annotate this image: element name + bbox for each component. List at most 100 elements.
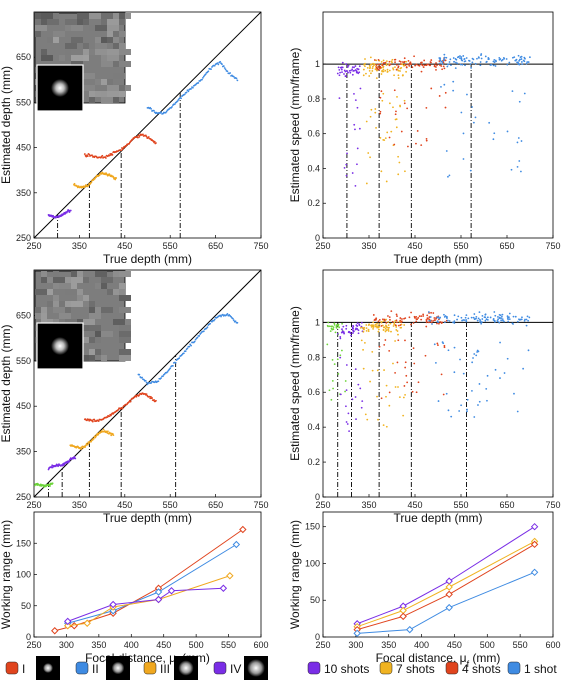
data-point bbox=[399, 67, 402, 70]
data-point bbox=[394, 324, 397, 327]
texture-patch bbox=[107, 19, 119, 25]
data-point bbox=[345, 163, 348, 166]
diamond-marker bbox=[445, 590, 453, 599]
data-point bbox=[443, 56, 446, 59]
data-point bbox=[385, 180, 388, 183]
data-point bbox=[68, 460, 71, 463]
x-axis-label: Focal distance, μf (mm) bbox=[376, 651, 501, 669]
data-point bbox=[229, 72, 232, 74]
x-tick-label: 750 bbox=[253, 241, 268, 251]
data-point bbox=[404, 393, 406, 396]
texture-patch bbox=[119, 31, 125, 37]
data-point bbox=[371, 369, 374, 372]
data-point bbox=[184, 350, 187, 353]
data-point bbox=[429, 64, 432, 67]
data-point bbox=[333, 363, 336, 366]
data-point bbox=[413, 362, 416, 365]
data-point bbox=[155, 399, 157, 402]
diamond-marker bbox=[232, 540, 241, 549]
data-point bbox=[207, 70, 210, 73]
plot-frame bbox=[33, 269, 262, 498]
data-point bbox=[405, 60, 408, 63]
data-point bbox=[384, 330, 387, 333]
y-tick-label: 0.8 bbox=[307, 94, 320, 104]
data-point bbox=[464, 64, 466, 67]
data-point bbox=[389, 322, 392, 325]
data-point bbox=[377, 58, 380, 61]
data-point bbox=[372, 62, 374, 65]
data-point bbox=[403, 57, 406, 60]
data-point bbox=[88, 153, 91, 156]
data-point bbox=[464, 316, 467, 319]
x-tick-label: 350 bbox=[72, 241, 87, 251]
data-point bbox=[333, 323, 336, 326]
data-point bbox=[117, 408, 120, 411]
texture-patch bbox=[119, 295, 131, 301]
data-point bbox=[394, 118, 397, 121]
data-point bbox=[144, 379, 147, 382]
data-point bbox=[454, 67, 457, 70]
data-point bbox=[395, 329, 398, 331]
texture-patch bbox=[77, 19, 83, 25]
data-point bbox=[400, 130, 403, 133]
series-line bbox=[356, 526, 535, 625]
data-point bbox=[453, 60, 455, 63]
data-point bbox=[147, 136, 150, 138]
data-point bbox=[376, 69, 378, 72]
data-point bbox=[357, 68, 360, 71]
data-point bbox=[506, 63, 509, 66]
texture-patch bbox=[59, 313, 71, 319]
data-point bbox=[220, 315, 222, 318]
data-point bbox=[397, 173, 400, 176]
data-point bbox=[136, 136, 139, 139]
data-point bbox=[480, 322, 483, 325]
texture-patch bbox=[53, 31, 65, 37]
kernel-thumb-blob bbox=[178, 660, 194, 676]
data-point bbox=[417, 317, 420, 319]
data-point bbox=[186, 347, 189, 350]
data-point bbox=[526, 61, 529, 63]
data-point bbox=[95, 435, 97, 438]
data-point bbox=[369, 56, 372, 59]
kernel-thumb-blob bbox=[111, 661, 125, 675]
x-tick-label: 250 bbox=[26, 500, 41, 510]
data-point bbox=[358, 127, 361, 130]
data-point bbox=[445, 316, 448, 319]
diamond-marker bbox=[239, 525, 247, 534]
data-point bbox=[494, 65, 497, 67]
texture-patch bbox=[83, 277, 89, 283]
texture-patch bbox=[83, 325, 89, 331]
data-point bbox=[394, 113, 397, 116]
data-point bbox=[395, 126, 398, 129]
data-point bbox=[346, 66, 349, 68]
data-point bbox=[339, 335, 342, 338]
data-point bbox=[381, 63, 384, 66]
data-point bbox=[146, 383, 149, 386]
data-point bbox=[420, 144, 423, 147]
data-point bbox=[391, 61, 393, 64]
data-point bbox=[102, 428, 105, 431]
x-tick-label: 650 bbox=[499, 241, 514, 251]
texture-patch bbox=[95, 49, 107, 55]
data-point bbox=[383, 318, 386, 321]
data-point bbox=[352, 325, 355, 328]
data-point bbox=[405, 374, 408, 377]
data-point bbox=[331, 325, 334, 328]
data-point bbox=[345, 324, 348, 327]
data-point bbox=[145, 393, 148, 396]
legend-shots: 10 shots 7 shots 4 shots 1 shot bbox=[307, 661, 557, 676]
data-point bbox=[153, 140, 156, 143]
data-point bbox=[372, 327, 374, 330]
data-point bbox=[383, 62, 386, 64]
data-point bbox=[402, 396, 405, 399]
texture-patch bbox=[107, 55, 119, 61]
data-point bbox=[443, 53, 446, 56]
data-point bbox=[328, 389, 331, 392]
data-point bbox=[448, 320, 451, 322]
data-point bbox=[357, 332, 360, 335]
data-point bbox=[472, 357, 474, 359]
x-axis-label: True depth (mm) bbox=[394, 511, 483, 525]
data-point bbox=[429, 319, 432, 322]
data-point bbox=[516, 141, 519, 144]
y-tick-label: 1 bbox=[315, 317, 320, 327]
